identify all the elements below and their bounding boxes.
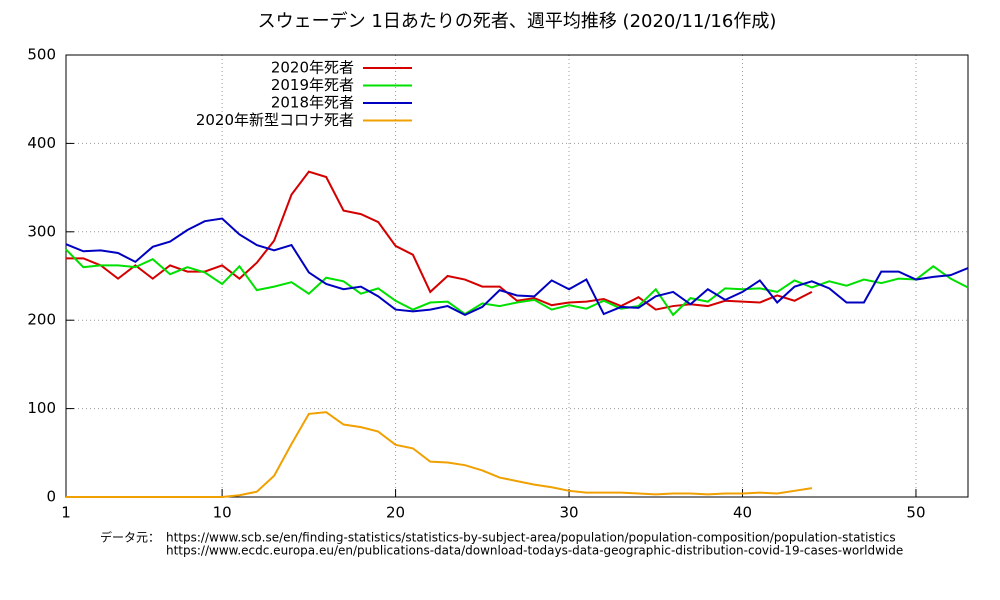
source-url: https://www.scb.se/en/finding-statistics… (166, 531, 896, 545)
series-line (65, 248, 969, 317)
source-label: データ元： (100, 530, 160, 545)
y-tick-label: 300 (27, 222, 56, 240)
y-tick-label: 400 (27, 134, 56, 152)
y-tick-label: 100 (27, 399, 56, 417)
legend-label: 2018年死者 (271, 94, 354, 112)
legend-label: 2019年死者 (271, 76, 354, 94)
source-url: https://www.ecdc.europa.eu/en/publicatio… (166, 544, 903, 558)
series-line (66, 170, 813, 311)
plot-frame (65, 54, 969, 498)
x-tick-label: 1 (61, 504, 71, 522)
x-tick-label: 20 (386, 504, 405, 522)
series-line (65, 217, 969, 317)
series-line (66, 411, 813, 498)
x-tick-label: 30 (559, 504, 578, 522)
x-tick-label: 40 (733, 504, 752, 522)
legend-label: 2020年新型コロナ死者 (196, 111, 354, 129)
y-tick-label: 500 (27, 46, 56, 64)
chart-title: スウェーデン 1日あたりの死者、週平均推移 (2020/11/16作成) (258, 11, 777, 32)
legend-label: 2020年死者 (271, 59, 354, 77)
y-tick-label: 200 (27, 311, 56, 329)
x-tick-label: 10 (213, 504, 232, 522)
x-tick-label: 50 (906, 504, 925, 522)
y-tick-label: 0 (46, 488, 56, 506)
